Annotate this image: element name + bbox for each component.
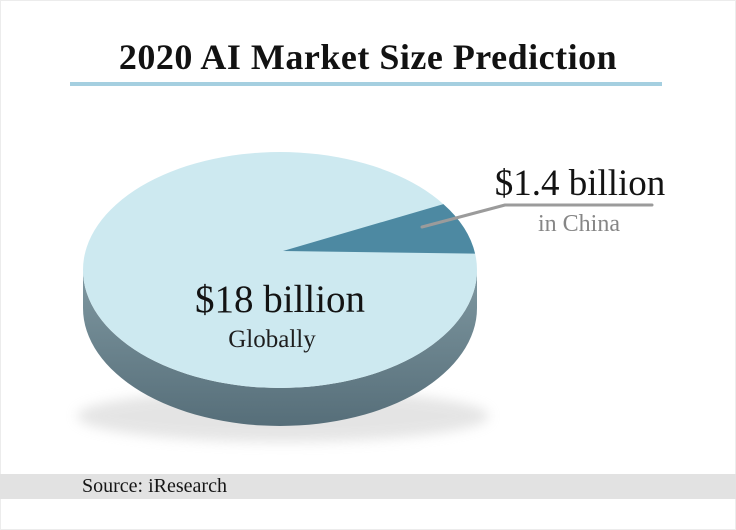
slice-china — [283, 204, 476, 254]
slice-globally — [83, 152, 477, 388]
globally-name-label: Globally — [228, 326, 316, 353]
chart-title: 2020 AI Market Size Prediction — [118, 37, 618, 77]
globally-value-label: $18 billion — [194, 278, 366, 321]
title-underline-rule — [70, 82, 662, 86]
pie-side-rim — [83, 270, 477, 426]
source-band: Source: iResearch — [0, 474, 736, 499]
china-name-label: in China — [538, 211, 620, 237]
source-text: Source: iResearch — [82, 475, 227, 497]
callout-leader-line — [420, 203, 654, 229]
china-value-label: $1.4 billion — [494, 163, 666, 204]
